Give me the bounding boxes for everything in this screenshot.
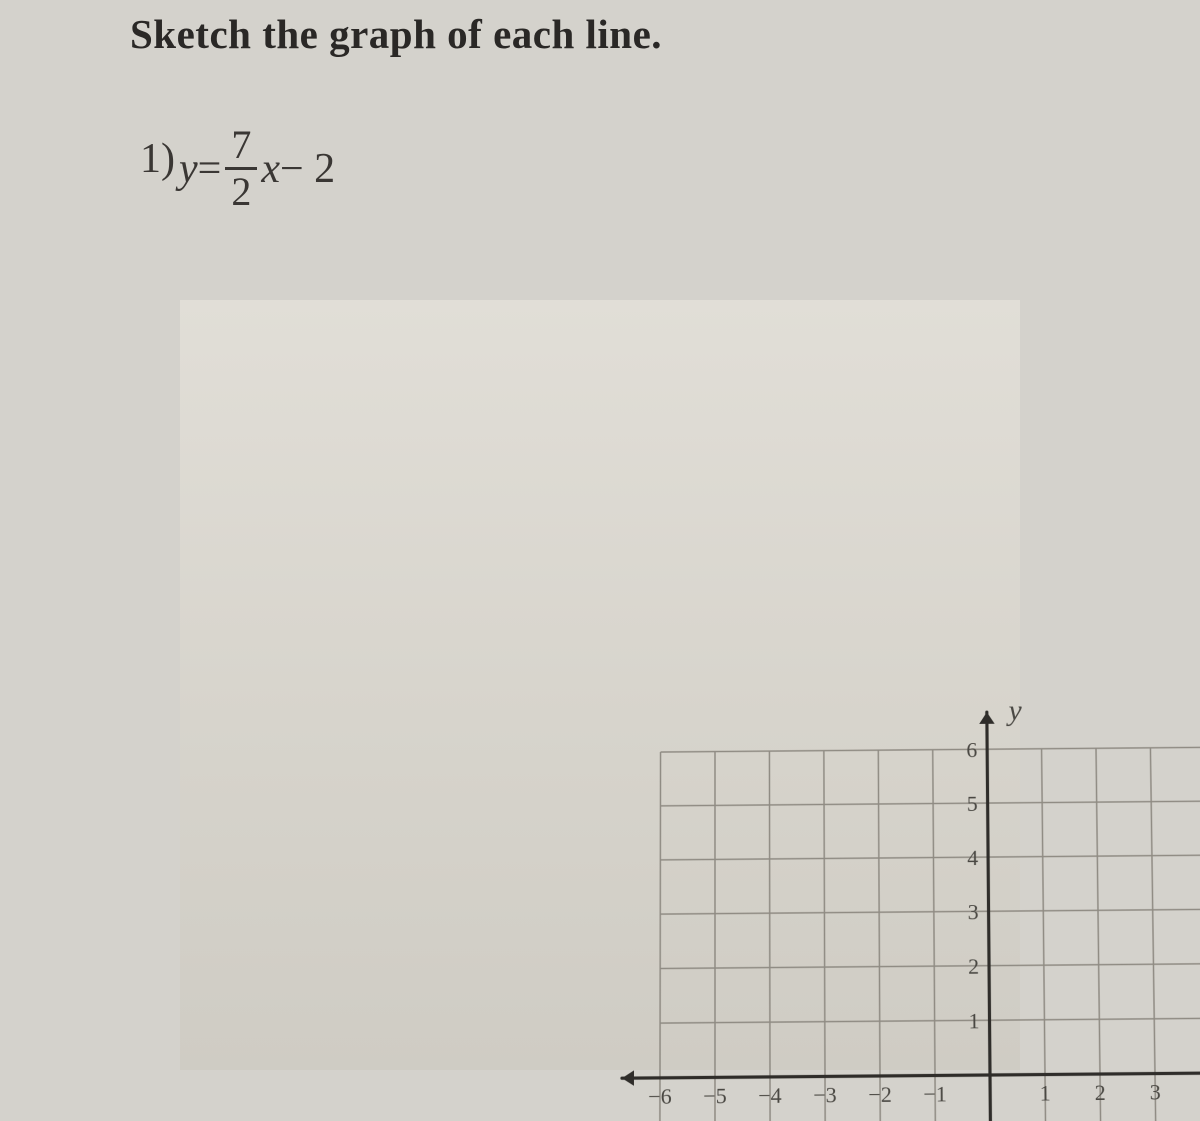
svg-text:3: 3 [1150,1080,1161,1104]
problem-number: 1) [140,136,175,182]
coordinate-plane: −6−5−4−3−2−1123456−6−5−4−3−2−1123456yx [180,300,1020,1070]
equation-fraction: 7 2 [225,125,257,212]
problem-1: 1) y = 7 2 x − 2 [140,125,335,212]
svg-text:−6: −6 [648,1085,672,1109]
svg-text:1: 1 [968,1009,979,1033]
svg-text:−2: −2 [868,1083,892,1107]
equation-tail: − 2 [280,145,335,193]
svg-text:4: 4 [967,846,978,870]
page-title: Sketch the graph of each line. [130,10,662,58]
svg-text:5: 5 [967,792,978,816]
svg-text:−4: −4 [758,1084,782,1108]
equation-x: x [261,145,280,193]
equation-equals: = [198,145,222,193]
svg-text:y: y [1005,694,1022,727]
svg-text:2: 2 [968,955,979,979]
fraction-denominator: 2 [231,170,251,212]
fraction-numerator: 7 [225,125,257,170]
equation-y: y [179,145,198,193]
svg-text:−1: −1 [923,1082,947,1106]
svg-text:2: 2 [1095,1081,1106,1105]
svg-text:1: 1 [1040,1081,1051,1105]
svg-text:−5: −5 [703,1084,727,1108]
svg-text:3: 3 [968,900,979,924]
grid-svg: −6−5−4−3−2−1123456−6−5−4−3−2−1123456yx [599,687,1200,1121]
svg-text:−3: −3 [813,1083,837,1107]
svg-text:6: 6 [966,738,977,762]
